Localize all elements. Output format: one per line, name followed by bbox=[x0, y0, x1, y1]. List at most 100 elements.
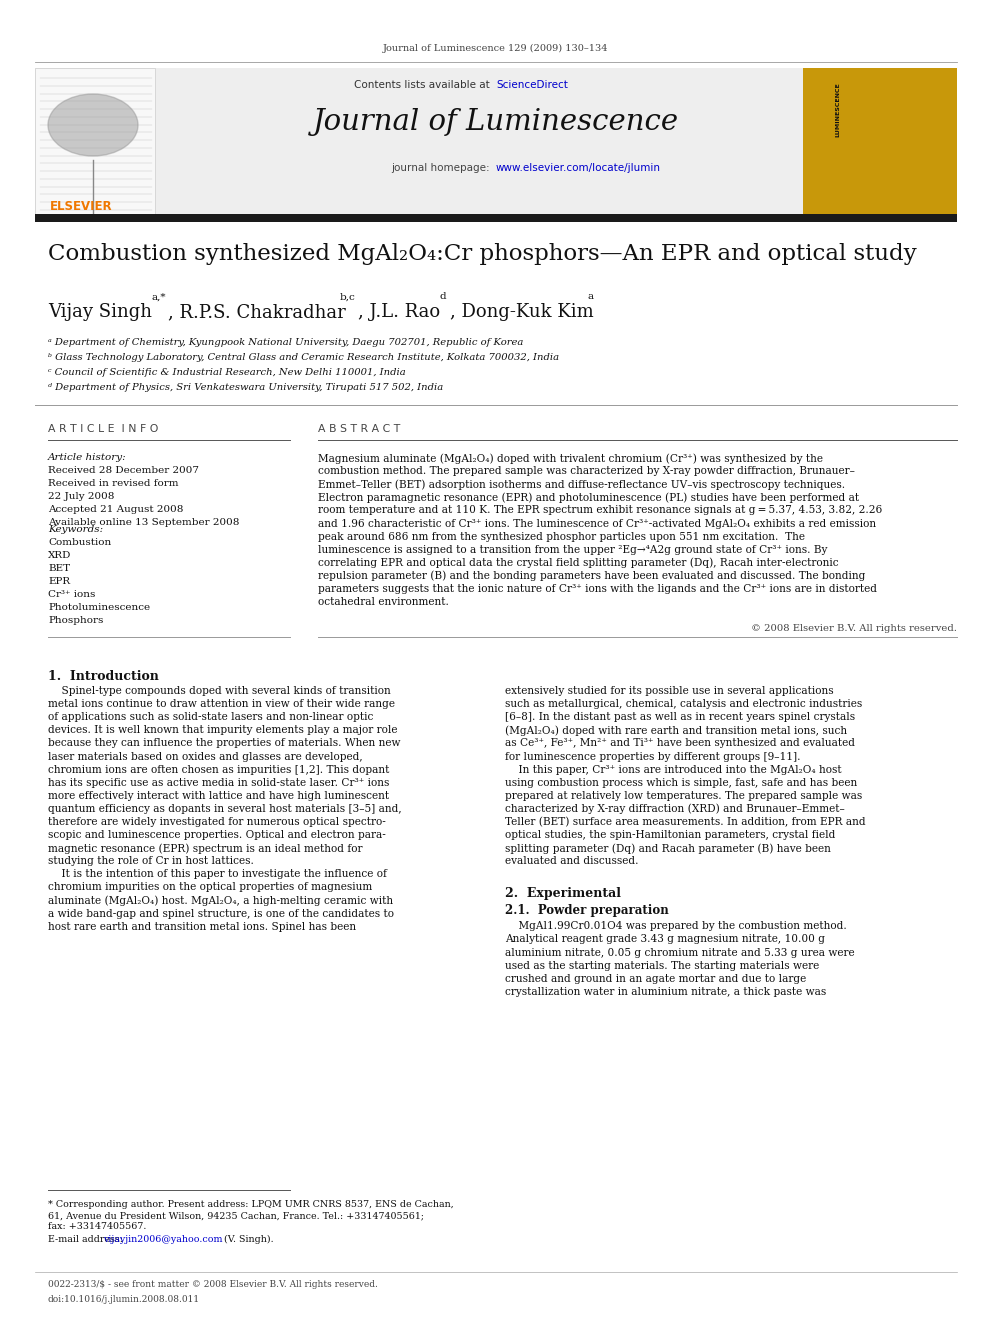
Text: magnetic resonance (EPR) spectrum is an ideal method for: magnetic resonance (EPR) spectrum is an … bbox=[48, 843, 362, 853]
Text: peak around 686 nm from the synthesized phosphor particles upon 551 nm excitatio: peak around 686 nm from the synthesized … bbox=[318, 532, 805, 541]
Text: E-mail address:: E-mail address: bbox=[48, 1234, 126, 1244]
Text: Available online 13 September 2008: Available online 13 September 2008 bbox=[48, 519, 239, 527]
Text: www.elsevier.com/locate/jlumin: www.elsevier.com/locate/jlumin bbox=[496, 163, 661, 173]
Text: b,c: b,c bbox=[340, 292, 356, 302]
Text: more effectively interact with lattice and have high luminescent: more effectively interact with lattice a… bbox=[48, 791, 389, 800]
Text: Combustion synthesized MgAl₂O₄:Cr phosphors—An EPR and optical study: Combustion synthesized MgAl₂O₄:Cr phosph… bbox=[48, 243, 917, 265]
Text: Photoluminescence: Photoluminescence bbox=[48, 603, 150, 613]
Text: Contents lists available at: Contents lists available at bbox=[354, 79, 493, 90]
Text: metal ions continue to draw attention in view of their wide range: metal ions continue to draw attention in… bbox=[48, 699, 395, 709]
Text: studying the role of Cr in host lattices.: studying the role of Cr in host lattices… bbox=[48, 856, 254, 867]
Text: 1.  Introduction: 1. Introduction bbox=[48, 669, 159, 683]
Text: EPR: EPR bbox=[48, 577, 70, 586]
Text: luminescence is assigned to a transition from the upper ²Eg→⁴A2g ground state of: luminescence is assigned to a transition… bbox=[318, 545, 827, 554]
Text: ScienceDirect: ScienceDirect bbox=[496, 79, 567, 90]
Text: such as metallurgical, chemical, catalysis and electronic industries: such as metallurgical, chemical, catalys… bbox=[505, 699, 862, 709]
Text: doi:10.1016/j.jlumin.2008.08.011: doi:10.1016/j.jlumin.2008.08.011 bbox=[48, 1295, 200, 1304]
Text: evaluated and discussed.: evaluated and discussed. bbox=[505, 856, 639, 867]
Text: for luminescence properties by different groups [9–11].: for luminescence properties by different… bbox=[505, 751, 801, 762]
Text: as Ce³⁺, Fe³⁺, Mn²⁺ and Ti³⁺ have been synthesized and evaluated: as Ce³⁺, Fe³⁺, Mn²⁺ and Ti³⁺ have been s… bbox=[505, 738, 855, 749]
Text: Journal of Luminescence: Journal of Luminescence bbox=[312, 108, 680, 136]
Text: extensively studied for its possible use in several applications: extensively studied for its possible use… bbox=[505, 687, 833, 696]
Text: ᵃ Department of Chemistry, Kyungpook National University, Daegu 702701, Republic: ᵃ Department of Chemistry, Kyungpook Nat… bbox=[48, 337, 524, 347]
Text: It is the intention of this paper to investigate the influence of: It is the intention of this paper to inv… bbox=[48, 869, 387, 880]
Text: ELSEVIER: ELSEVIER bbox=[50, 200, 113, 213]
Text: 0022-2313/$ - see front matter © 2008 Elsevier B.V. All rights reserved.: 0022-2313/$ - see front matter © 2008 El… bbox=[48, 1279, 378, 1289]
Text: Electron paramagnetic resonance (EPR) and photoluminescence (PL) studies have be: Electron paramagnetic resonance (EPR) an… bbox=[318, 492, 859, 503]
Text: MgAl1.99Cr0.01O4 was prepared by the combustion method.: MgAl1.99Cr0.01O4 was prepared by the com… bbox=[505, 921, 847, 931]
Text: journal homepage:: journal homepage: bbox=[391, 163, 493, 173]
Text: of applications such as solid-state lasers and non-linear optic: of applications such as solid-state lase… bbox=[48, 712, 373, 722]
Text: room temperature and at 110 K. The EPR spectrum exhibit resonance signals at g =: room temperature and at 110 K. The EPR s… bbox=[318, 505, 882, 516]
Text: 2.1.  Powder preparation: 2.1. Powder preparation bbox=[505, 905, 669, 917]
Text: Spinel-type compounds doped with several kinds of transition: Spinel-type compounds doped with several… bbox=[48, 687, 391, 696]
Bar bbox=[35, 214, 957, 222]
Text: Cr³⁺ ions: Cr³⁺ ions bbox=[48, 590, 95, 599]
Text: fax: +33147405567.: fax: +33147405567. bbox=[48, 1222, 147, 1230]
Text: laser materials based on oxides and glasses are developed,: laser materials based on oxides and glas… bbox=[48, 751, 363, 762]
Text: using combustion process which is simple, fast, safe and has been: using combustion process which is simple… bbox=[505, 778, 857, 787]
Text: aluminate (MgAl₂O₄) host. MgAl₂O₄, a high-melting ceramic with: aluminate (MgAl₂O₄) host. MgAl₂O₄, a hig… bbox=[48, 896, 393, 906]
Text: Magnesium aluminate (MgAl₂O₄) doped with trivalent chromium (Cr³⁺) was synthesiz: Magnesium aluminate (MgAl₂O₄) doped with… bbox=[318, 452, 823, 463]
Text: Vijay Singh: Vijay Singh bbox=[48, 303, 152, 321]
Bar bbox=[35, 67, 957, 216]
Text: devices. It is well known that impurity elements play a major role: devices. It is well known that impurity … bbox=[48, 725, 398, 736]
Text: Received in revised form: Received in revised form bbox=[48, 479, 179, 488]
Text: ᵈ Department of Physics, Sri Venkateswara University, Tirupati 517 502, India: ᵈ Department of Physics, Sri Venkateswar… bbox=[48, 382, 443, 392]
Bar bbox=[803, 67, 957, 216]
Ellipse shape bbox=[48, 94, 138, 156]
Text: © 2008 Elsevier B.V. All rights reserved.: © 2008 Elsevier B.V. All rights reserved… bbox=[751, 624, 957, 632]
Text: , Dong-Kuk Kim: , Dong-Kuk Kim bbox=[450, 303, 594, 321]
Text: splitting parameter (Dq) and Racah parameter (B) have been: splitting parameter (Dq) and Racah param… bbox=[505, 843, 831, 853]
Text: combustion method. The prepared sample was characterized by X-ray powder diffrac: combustion method. The prepared sample w… bbox=[318, 466, 855, 476]
Text: octahedral environment.: octahedral environment. bbox=[318, 597, 448, 607]
Text: used as the starting materials. The starting materials were: used as the starting materials. The star… bbox=[505, 960, 819, 971]
Text: Phosphors: Phosphors bbox=[48, 617, 103, 624]
Text: In this paper, Cr³⁺ ions are introduced into the MgAl₂O₄ host: In this paper, Cr³⁺ ions are introduced … bbox=[505, 765, 841, 774]
Text: Analytical reagent grade 3.43 g magnesium nitrate, 10.00 g: Analytical reagent grade 3.43 g magnesiu… bbox=[505, 934, 825, 945]
Text: therefore are widely investigated for numerous optical spectro-: therefore are widely investigated for nu… bbox=[48, 818, 386, 827]
Text: characterized by X-ray diffraction (XRD) and Brunauer–Emmet–: characterized by X-ray diffraction (XRD)… bbox=[505, 804, 845, 815]
Text: Article history:: Article history: bbox=[48, 452, 127, 462]
Text: 22 July 2008: 22 July 2008 bbox=[48, 492, 114, 501]
Text: a wide band-gap and spinel structure, is one of the candidates to: a wide band-gap and spinel structure, is… bbox=[48, 909, 394, 918]
Text: and 1.96 characteristic of Cr³⁺ ions. The luminescence of Cr³⁺-activated MgAl₂O₄: and 1.96 characteristic of Cr³⁺ ions. Th… bbox=[318, 519, 876, 528]
Text: XRD: XRD bbox=[48, 550, 71, 560]
Text: A B S T R A C T: A B S T R A C T bbox=[318, 423, 400, 434]
Text: , R.P.S. Chakradhar: , R.P.S. Chakradhar bbox=[168, 303, 346, 321]
Text: 61, Avenue du President Wilson, 94235 Cachan, France. Tel.: +33147405561;: 61, Avenue du President Wilson, 94235 Ca… bbox=[48, 1211, 424, 1220]
Text: , J.L. Rao: , J.L. Rao bbox=[358, 303, 440, 321]
Text: ᶜ Council of Scientific & Industrial Research, New Delhi 110001, India: ᶜ Council of Scientific & Industrial Res… bbox=[48, 368, 406, 377]
Text: d: d bbox=[440, 292, 446, 302]
Text: chromium impurities on the optical properties of magnesium: chromium impurities on the optical prope… bbox=[48, 882, 372, 893]
Text: crystallization water in aluminium nitrate, a thick paste was: crystallization water in aluminium nitra… bbox=[505, 987, 826, 998]
Text: ᵇ Glass Technology Laboratory, Central Glass and Ceramic Research Institute, Kol: ᵇ Glass Technology Laboratory, Central G… bbox=[48, 353, 559, 363]
Text: Received 28 December 2007: Received 28 December 2007 bbox=[48, 466, 199, 475]
Text: host rare earth and transition metal ions. Spinel has been: host rare earth and transition metal ion… bbox=[48, 922, 356, 931]
Text: A R T I C L E  I N F O: A R T I C L E I N F O bbox=[48, 423, 159, 434]
Text: prepared at relatively low temperatures. The prepared sample was: prepared at relatively low temperatures.… bbox=[505, 791, 862, 800]
Text: because they can influence the properties of materials. When new: because they can influence the propertie… bbox=[48, 738, 401, 749]
Text: a: a bbox=[588, 292, 594, 302]
Text: * Corresponding author. Present address: LPQM UMR CNRS 8537, ENS de Cachan,: * Corresponding author. Present address:… bbox=[48, 1200, 453, 1209]
Text: 2.  Experimental: 2. Experimental bbox=[505, 888, 621, 901]
Text: Emmet–Teller (BET) adsorption isotherms and diffuse-reflectance UV–vis spectrosc: Emmet–Teller (BET) adsorption isotherms … bbox=[318, 479, 845, 490]
Text: [6–8]. In the distant past as well as in recent years spinel crystals: [6–8]. In the distant past as well as in… bbox=[505, 712, 855, 722]
Text: LUMINESCENCE: LUMINESCENCE bbox=[835, 82, 840, 136]
Text: correlating EPR and optical data the crystal field splitting parameter (Dq), Rac: correlating EPR and optical data the cry… bbox=[318, 558, 838, 569]
Text: Keywords:: Keywords: bbox=[48, 525, 103, 534]
Text: aluminium nitrate, 0.05 g chromium nitrate and 5.33 g urea were: aluminium nitrate, 0.05 g chromium nitra… bbox=[505, 947, 855, 958]
Text: Combustion: Combustion bbox=[48, 538, 111, 546]
Text: BET: BET bbox=[48, 564, 70, 573]
Text: Journal of Luminescence 129 (2009) 130–134: Journal of Luminescence 129 (2009) 130–1… bbox=[383, 44, 609, 53]
Text: (MgAl₂O₄) doped with rare earth and transition metal ions, such: (MgAl₂O₄) doped with rare earth and tran… bbox=[505, 725, 847, 736]
Text: optical studies, the spin-Hamiltonian parameters, crystal field: optical studies, the spin-Hamiltonian pa… bbox=[505, 830, 835, 840]
Text: chromium ions are often chosen as impurities [1,2]. This dopant: chromium ions are often chosen as impuri… bbox=[48, 765, 390, 774]
Text: crushed and ground in an agate mortar and due to large: crushed and ground in an agate mortar an… bbox=[505, 974, 806, 984]
Text: parameters suggests that the ionic nature of Cr³⁺ ions with the ligands and the : parameters suggests that the ionic natur… bbox=[318, 583, 877, 594]
Text: scopic and luminescence properties. Optical and electron para-: scopic and luminescence properties. Opti… bbox=[48, 830, 386, 840]
Text: vijayjin2006@yahoo.com: vijayjin2006@yahoo.com bbox=[103, 1234, 222, 1244]
Text: (V. Singh).: (V. Singh). bbox=[221, 1234, 274, 1244]
Text: Teller (BET) surface area measurements. In addition, from EPR and: Teller (BET) surface area measurements. … bbox=[505, 818, 866, 827]
Text: Accepted 21 August 2008: Accepted 21 August 2008 bbox=[48, 505, 184, 515]
